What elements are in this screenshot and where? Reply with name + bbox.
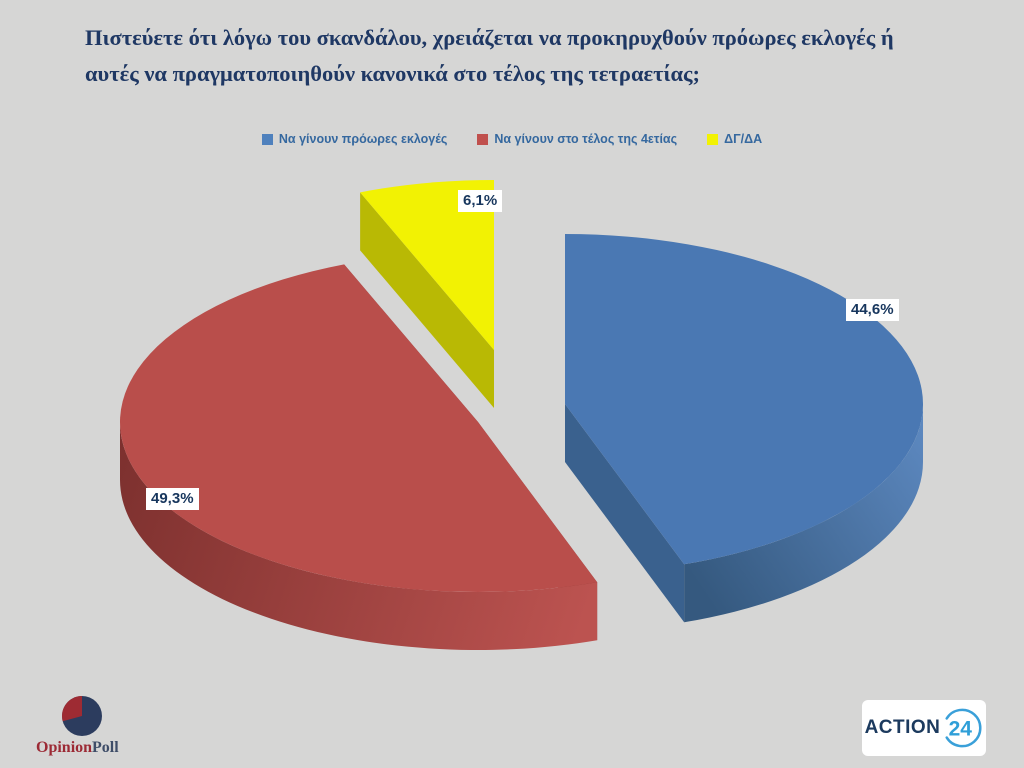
- legend-label: Να γίνουν πρόωρες εκλογές: [278, 132, 448, 146]
- action24-circle-icon: 24: [945, 708, 982, 748]
- opinionpoll-pie-icon: [62, 696, 102, 736]
- page-title: Πιστεύετε ότι λόγω του σκανδάλου, χρειάζ…: [85, 20, 955, 92]
- legend-label: ΔΓ/ΔΑ: [724, 132, 763, 146]
- pie-slice-dk-da: [360, 180, 494, 408]
- data-label-end-of-term: 49,3%: [146, 488, 199, 510]
- opinionpoll-wordmark: OpinionPoll: [36, 739, 146, 757]
- legend-item-end-of-term: Να γίνουν στο τέλος της 4ετίας: [477, 132, 677, 146]
- data-label-early-elections: 44,6%: [846, 299, 899, 321]
- title-line-1: Πιστεύετε ότι λόγω του σκανδάλου, χρειάζ…: [85, 25, 894, 50]
- legend-item-early-elections: Να γίνουν πρόωρες εκλογές: [261, 132, 448, 146]
- legend-item-dk-da: ΔΓ/ΔΑ: [707, 132, 762, 146]
- opinionpoll-word-opinion: Opinion: [36, 739, 93, 756]
- pie-slice-end-of-term: [119, 264, 598, 650]
- action24-number: 24: [949, 718, 973, 741]
- opinionpoll-logo: OpinionPoll: [36, 694, 146, 757]
- pie-slice-early-elections: [565, 234, 924, 623]
- legend-swatch-yellow-icon: [707, 133, 719, 145]
- title-line-2: αυτές να πραγματοποιηθούν κανονικά στο τ…: [85, 61, 701, 86]
- action24-wordmark: ACTION: [864, 717, 941, 738]
- chart-legend: Να γίνουν πρόωρες εκλογές Να γίνουν στο …: [0, 132, 1024, 146]
- opinionpoll-word-poll: Poll: [92, 739, 119, 756]
- legend-swatch-blue-icon: [261, 133, 273, 145]
- legend-label: Να γίνουν στο τέλος της 4ετίας: [494, 132, 678, 146]
- action24-logo: ACTION 24: [862, 700, 986, 756]
- legend-swatch-red-icon: [477, 133, 489, 145]
- data-label-dk-da: 6,1%: [458, 190, 503, 212]
